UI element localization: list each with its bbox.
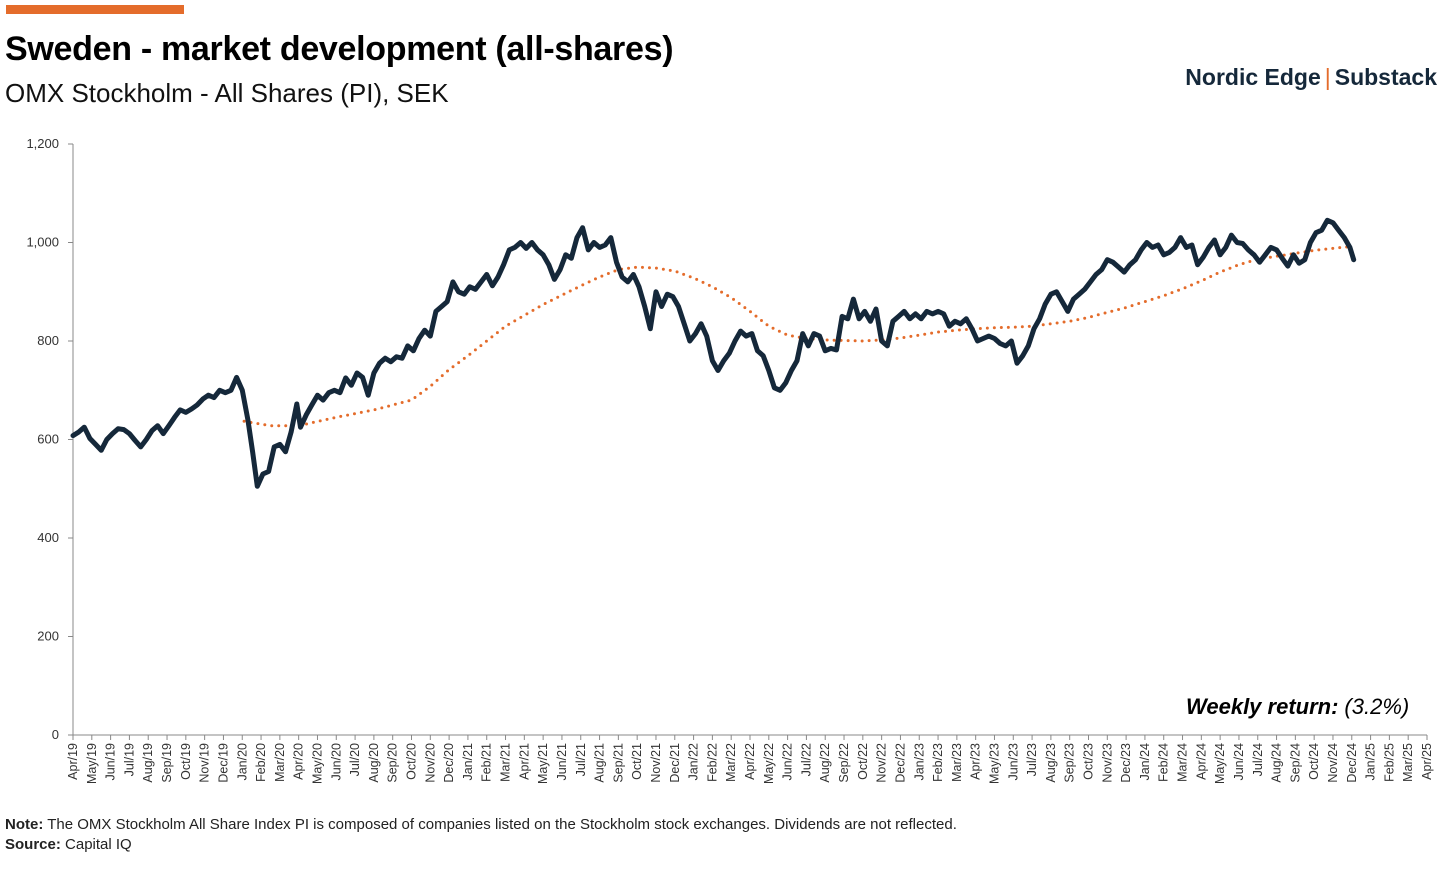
- x-tick-label: Dec/23: [1119, 743, 1133, 783]
- x-tick-label: May/22: [762, 743, 776, 784]
- note-label: Note:: [5, 816, 44, 833]
- y-tick-label: 800: [37, 333, 59, 348]
- x-tick-label: Feb/21: [480, 743, 494, 782]
- x-tick-label: Apr/24: [1194, 743, 1208, 780]
- x-tick-label: Mar/22: [724, 743, 738, 782]
- note-text: The OMX Stockholm All Share Index PI is …: [47, 816, 957, 833]
- footnote: Note: The OMX Stockholm All Share Index …: [5, 816, 957, 833]
- x-tick-label: Nov/19: [198, 743, 212, 783]
- x-tick-label: Dec/20: [442, 743, 456, 783]
- x-tick-label: Aug/23: [1044, 743, 1058, 783]
- weekly-return-label: Weekly return:: [1186, 694, 1339, 719]
- x-tick-label: Aug/24: [1270, 743, 1284, 783]
- x-tick-label: May/24: [1213, 743, 1227, 784]
- x-tick-label: May/23: [987, 743, 1001, 784]
- x-tick-label: Apr/20: [292, 743, 306, 780]
- x-tick-label: Jan/20: [235, 743, 249, 781]
- x-tick-label: Feb/23: [931, 743, 945, 782]
- chart-title: Sweden - market development (all-shares): [5, 30, 674, 68]
- brand-separator: |: [1324, 64, 1331, 90]
- x-tick-label: May/21: [536, 743, 550, 784]
- x-tick-label: Nov/22: [875, 743, 889, 783]
- x-tick-label: Jun/21: [555, 743, 569, 781]
- x-tick-label: Jun/23: [1006, 743, 1020, 781]
- y-tick-label: 400: [37, 530, 59, 545]
- weekly-return-annotation: Weekly return: (3.2%): [1186, 694, 1409, 720]
- x-tick-label: May/19: [85, 743, 99, 784]
- source-label: Source:: [5, 836, 61, 853]
- x-tick-label: Apr/25: [1420, 743, 1434, 780]
- x-tick-label: Nov/20: [423, 743, 437, 783]
- x-tick-label: Apr/22: [743, 743, 757, 780]
- x-tick-label: Aug/20: [367, 743, 381, 783]
- x-tick-label: Jun/19: [104, 743, 118, 781]
- x-tick-label: Apr/19: [66, 743, 80, 780]
- x-tick-label: Jul/22: [799, 743, 813, 776]
- weekly-return-value: (3.2%): [1344, 694, 1410, 719]
- x-tick-label: Mar/21: [499, 743, 513, 782]
- source-line: Source: Capital IQ: [5, 836, 132, 853]
- x-tick-label: May/20: [310, 743, 324, 784]
- x-tick-label: Aug/19: [141, 743, 155, 783]
- brand-name: Nordic Edge: [1185, 64, 1321, 90]
- x-tick-label: Mar/24: [1176, 743, 1190, 782]
- x-tick-label: Jul/23: [1025, 743, 1039, 776]
- x-tick-label: Mar/25: [1401, 743, 1415, 782]
- x-tick-label: Oct/22: [856, 743, 870, 780]
- y-tick-label: 600: [37, 432, 59, 447]
- x-tick-label: Jan/21: [461, 743, 475, 781]
- x-tick-label: Oct/24: [1307, 743, 1321, 780]
- x-tick-label: Jul/21: [574, 743, 588, 776]
- brand-logo: Nordic Edge | Substack: [1185, 64, 1437, 91]
- x-tick-label: Sep/24: [1288, 743, 1302, 783]
- x-tick-label: Aug/21: [593, 743, 607, 783]
- x-tick-label: Jan/25: [1364, 743, 1378, 781]
- x-tick-label: Feb/22: [705, 743, 719, 782]
- x-tick-label: Sep/22: [837, 743, 851, 783]
- x-tick-label: Oct/23: [1082, 743, 1096, 780]
- x-tick-label: Sep/23: [1063, 743, 1077, 783]
- x-tick-label: Dec/22: [893, 743, 907, 783]
- x-tick-label: Dec/24: [1345, 743, 1359, 783]
- x-tick-label: Jul/20: [348, 743, 362, 776]
- y-tick-label: 1,200: [26, 136, 59, 151]
- x-tick-label: Jul/19: [122, 743, 136, 776]
- moving-average-line: [242, 244, 1354, 428]
- x-tick-label: Nov/23: [1100, 743, 1114, 783]
- y-tick-label: 0: [52, 727, 59, 742]
- x-tick-label: Jun/20: [329, 743, 343, 781]
- x-tick-label: Sep/20: [386, 743, 400, 783]
- x-tick-label: Nov/21: [649, 743, 663, 783]
- x-tick-label: Jan/23: [912, 743, 926, 781]
- x-tick-label: Nov/24: [1326, 743, 1340, 783]
- x-tick-label: Sep/21: [611, 743, 625, 783]
- x-tick-label: Apr/21: [517, 743, 531, 780]
- chart-subtitle: OMX Stockholm - All Shares (PI), SEK: [5, 78, 449, 108]
- accent-bar: [6, 5, 184, 14]
- x-tick-label: Mar/23: [950, 743, 964, 782]
- x-tick-label: Jun/22: [781, 743, 795, 781]
- x-tick-label: Apr/23: [969, 743, 983, 780]
- x-tick-label: Feb/24: [1157, 743, 1171, 782]
- x-tick-label: Jul/24: [1251, 743, 1265, 776]
- index-line: [70, 217, 1357, 489]
- x-tick-label: Aug/22: [818, 743, 832, 783]
- x-tick-label: Jan/24: [1138, 743, 1152, 781]
- y-tick-label: 200: [37, 629, 59, 644]
- x-tick-label: Sep/19: [160, 743, 174, 783]
- x-tick-label: Feb/20: [254, 743, 268, 782]
- x-tick-label: Oct/19: [179, 743, 193, 780]
- x-tick-label: Oct/20: [405, 743, 419, 780]
- x-tick-label: Dec/21: [668, 743, 682, 783]
- x-tick-label: Feb/25: [1382, 743, 1396, 782]
- x-tick-label: Jun/24: [1232, 743, 1246, 781]
- y-tick-label: 1,000: [26, 235, 59, 250]
- x-tick-label: Oct/21: [630, 743, 644, 780]
- x-tick-label: Jan/22: [687, 743, 701, 781]
- source-text: Capital IQ: [65, 836, 132, 853]
- x-tick-label: Mar/20: [273, 743, 287, 782]
- brand-platform: Substack: [1334, 64, 1437, 90]
- x-tick-label: Dec/19: [216, 743, 230, 783]
